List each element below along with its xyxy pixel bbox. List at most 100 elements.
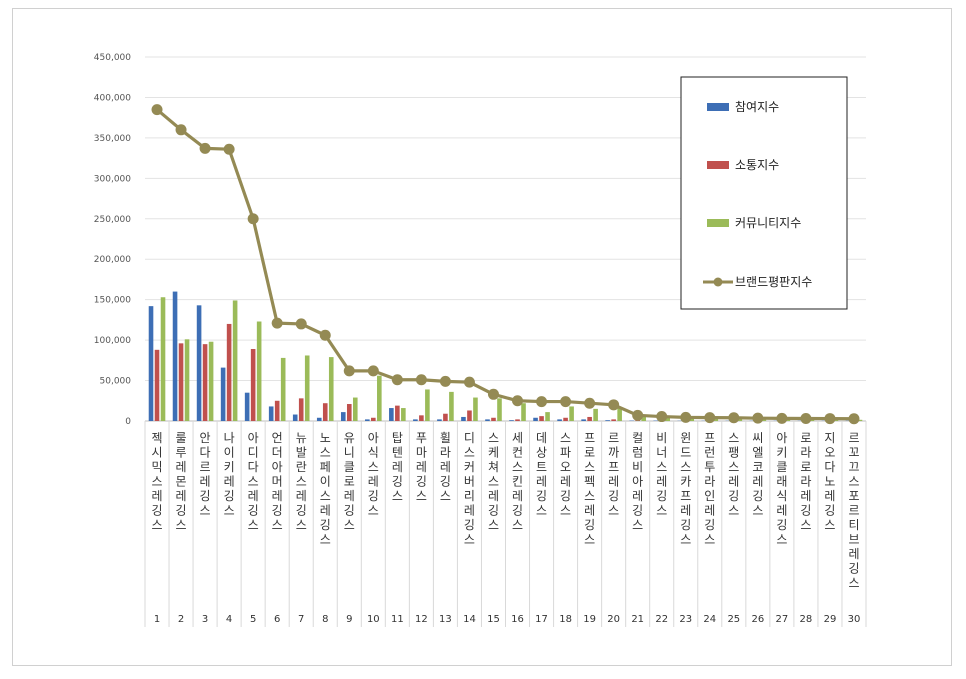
y-tick-label: 150,000	[94, 296, 131, 306]
line-point	[343, 365, 355, 377]
bar-2	[202, 344, 208, 421]
bar-2	[274, 400, 280, 421]
line-point	[271, 317, 283, 329]
legend-label: 커뮤니티지수	[735, 216, 801, 230]
bar-3	[617, 407, 622, 421]
rank-label: 7	[298, 614, 304, 625]
bar-3	[449, 391, 454, 421]
rank-label: 29	[824, 614, 837, 625]
rank-label: 18	[559, 614, 572, 625]
bar-3	[232, 300, 238, 421]
bar-1	[220, 367, 226, 421]
line-point	[199, 142, 211, 154]
line-point	[800, 412, 812, 424]
rank-label: 16	[511, 614, 524, 625]
rank-label: 12	[415, 614, 428, 625]
bar-3	[425, 389, 430, 421]
bar-3	[208, 341, 214, 421]
bar-1	[148, 306, 154, 421]
y-tick-label: 350,000	[94, 134, 131, 144]
bar-3	[665, 417, 671, 421]
bar-2	[467, 410, 472, 421]
y-tick-label: 400,000	[94, 93, 131, 103]
bar-1	[244, 392, 250, 421]
bar-1	[365, 419, 370, 421]
bar-2	[322, 403, 328, 421]
bar-1	[268, 406, 274, 421]
line-point	[632, 409, 644, 421]
bar-1	[581, 419, 586, 421]
line-point	[752, 412, 764, 424]
legend-swatch	[707, 161, 729, 169]
rank-label: 8	[322, 614, 328, 625]
line-point	[463, 376, 475, 388]
line-point	[560, 396, 572, 408]
rank-label: 15	[487, 614, 500, 625]
y-tick-label: 100,000	[94, 336, 131, 346]
y-tick-label: 50,000	[100, 377, 132, 387]
rank-label: 4	[226, 614, 232, 625]
bar-3	[545, 412, 550, 421]
line-point	[728, 412, 740, 424]
bar-3	[593, 408, 598, 421]
bar-3	[761, 419, 767, 421]
line-point	[776, 412, 788, 424]
legend-marker	[713, 277, 723, 287]
bar-3	[569, 406, 574, 421]
y-tick-label: 450,000	[94, 53, 131, 63]
bar-3	[857, 419, 863, 421]
line-point	[367, 365, 379, 377]
rank-label: 24	[703, 614, 716, 625]
bar-3	[256, 321, 262, 421]
bar-3	[497, 398, 502, 421]
bar-2	[250, 349, 256, 421]
bar-3	[785, 419, 791, 421]
rank-label: 13	[439, 614, 452, 625]
y-axis: 0 50,000 100,000 150,000 200,000 250,000 300,0…	[94, 53, 131, 427]
line-point	[391, 374, 403, 386]
bar-3	[184, 339, 190, 421]
line-point	[439, 375, 451, 387]
legend-label: 소통지수	[735, 158, 779, 172]
line-point	[512, 395, 524, 407]
line-point	[608, 399, 620, 411]
line-point	[247, 213, 259, 225]
x-axis: 젝 시 믹 스 레 깅 스 1 룰 루 레 몬 레 깅 스 2 안 다 르 레 깅 스 3 나 이 키 레 깅 스 4 아 디 다 스 레 깅 스 5 언 더…	[144, 421, 867, 627]
rank-label: 1	[154, 614, 160, 625]
line-point	[415, 374, 427, 386]
y-tick-label: 300,000	[94, 174, 131, 184]
rank-label: 6	[274, 614, 280, 625]
bar-1	[172, 291, 178, 421]
line-point	[680, 411, 692, 423]
bar-3	[304, 355, 310, 421]
rank-label: 5	[250, 614, 256, 625]
legend-label: 브랜드평판지수	[735, 275, 812, 289]
y-tick-label: 200,000	[94, 255, 131, 265]
bar-2	[419, 415, 424, 421]
bar-3	[689, 418, 695, 421]
bar-1	[292, 414, 298, 421]
y-tick-label: 0	[125, 417, 131, 427]
line-point	[151, 104, 163, 116]
line-point	[704, 412, 716, 424]
rank-label: 23	[679, 614, 692, 625]
rank-label: 20	[607, 614, 620, 625]
